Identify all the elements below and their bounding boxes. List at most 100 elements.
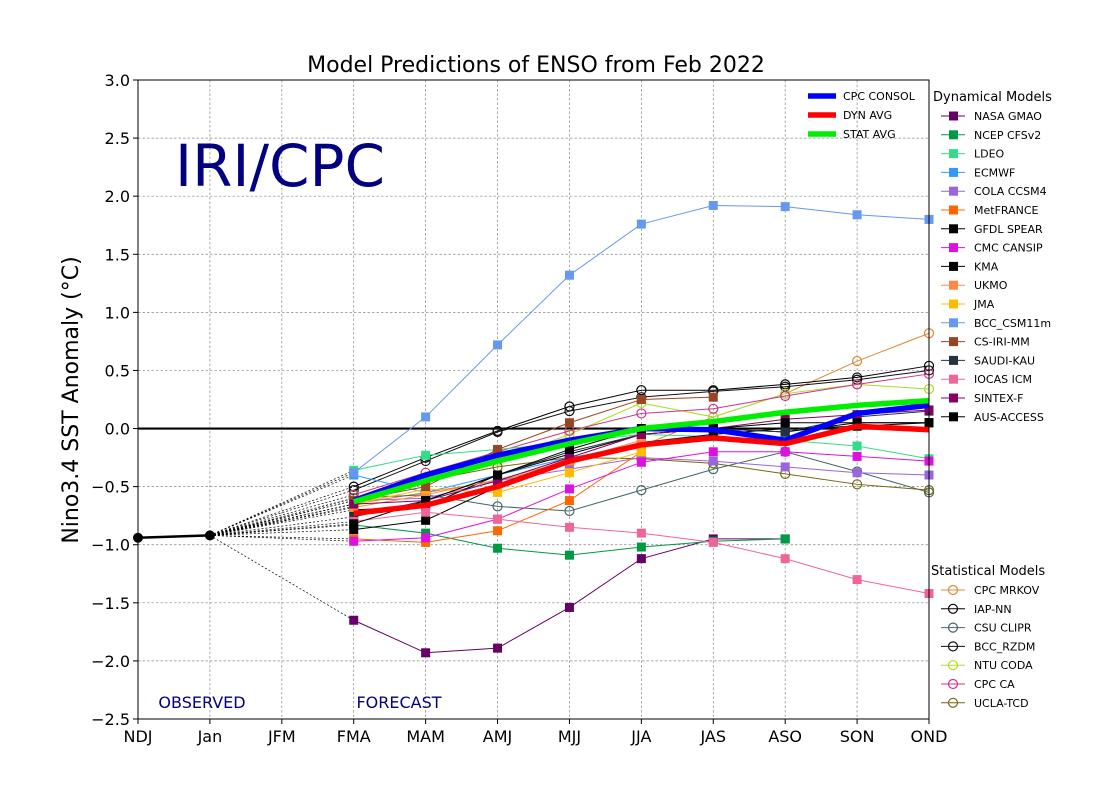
data-point (636, 435, 646, 445)
y-tick-label: −2.5 (91, 710, 130, 729)
data-point (349, 512, 359, 522)
data-point (780, 390, 791, 402)
data-point (492, 426, 503, 438)
series-nasa-gmao (209, 534, 790, 658)
x-tick-label: MAM (406, 727, 445, 746)
data-point (851, 379, 863, 390)
x-tick-label: ASO (768, 727, 802, 746)
legend-label: CPC CA (974, 678, 1015, 691)
data-point (636, 554, 646, 564)
dyn-legend-item-ecmwf: ECMWF (941, 166, 1015, 179)
data-point (636, 429, 646, 439)
observed-label: OBSERVED (158, 693, 245, 712)
data-point (493, 514, 503, 524)
legend-swatch-marker (949, 412, 958, 422)
legend-label: SAUDI-KAU (974, 354, 1035, 367)
data-point (636, 395, 646, 404)
data-point (421, 482, 431, 492)
x-tick-label: JAS (699, 727, 726, 746)
legend-swatch-marker (949, 111, 958, 121)
connector-line (209, 486, 354, 536)
series-bcc-csm11m (209, 200, 934, 536)
y-tick-label: 3.0 (105, 71, 130, 90)
dyn-legend-item-metfrance: MetFRANCE (941, 204, 1039, 217)
y-tick-label: −2.0 (91, 652, 130, 671)
data-point (349, 468, 359, 478)
legend-swatch-marker (947, 622, 959, 633)
connector-line (209, 516, 354, 536)
data-point (636, 219, 646, 229)
legend-label: UCLA-TCD (974, 697, 1029, 710)
data-point (636, 447, 646, 457)
dyn-legend-item-ldeo: LDEO (941, 148, 1005, 161)
data-point (349, 525, 359, 535)
legend-swatch-marker (949, 393, 958, 403)
legend-label: IAP-NN (974, 603, 1012, 616)
data-point (349, 519, 359, 529)
data-point (852, 418, 862, 428)
series-line (353, 365, 930, 488)
dyn-legend-item-saudi-kau: SAUDI-KAU (941, 354, 1035, 367)
legend-swatch-marker (949, 318, 958, 328)
data-point (636, 528, 646, 538)
legend-label: CS-IRI-MM (974, 336, 1030, 349)
data-point (708, 429, 718, 439)
legend-label: UKMO (974, 279, 1008, 292)
legend-swatch-marker (947, 603, 959, 614)
data-point (564, 550, 574, 560)
stat-legend-item-cpc-mrkov: CPC MRKOV (941, 584, 1040, 597)
connector-line (209, 489, 354, 536)
dyn-legend-item-kma: KMA (941, 260, 999, 273)
data-point (493, 470, 503, 480)
legend-swatch-marker (947, 697, 959, 708)
y-tick-label: 0.0 (105, 420, 130, 439)
data-point (708, 537, 718, 547)
y-tick-label: −0.5 (91, 478, 130, 497)
legend-label: AUS-ACCESS (974, 411, 1044, 424)
x-tick-label: NDJ (123, 727, 152, 746)
data-point (349, 499, 359, 509)
x-tick-label: JJA (630, 727, 651, 746)
data-point (493, 476, 503, 486)
legend-label: DYN AVG (843, 109, 892, 122)
statistical-legend-title: Statistical Models (931, 564, 1045, 579)
axis-ticks: −2.5 −2.0 −1.5 −1.0 −0.5 0.0 0.5 1.0 1.5 2.0 2.5 3.… (91, 71, 947, 746)
data-point (421, 528, 431, 538)
data-point (851, 356, 863, 367)
dyn-legend-item-gfdl-spear: GFDL SPEAR (941, 223, 1043, 236)
data-point (421, 412, 431, 422)
x-tick-label: FMA (337, 727, 371, 746)
y-tick-label: −1.0 (91, 536, 130, 555)
statistical-legend: Statistical Models CPC MRKOV IAP-NN CSU CL… (931, 564, 1045, 710)
data-point (708, 447, 718, 457)
data-point (636, 408, 647, 419)
legend-swatch-marker (949, 149, 958, 159)
average-lines (352, 397, 930, 517)
data-point (636, 457, 646, 467)
legend-label: NTU CODA (974, 659, 1033, 672)
legend-label: STAT AVG (843, 128, 896, 141)
data-point (421, 648, 431, 658)
data-point (636, 453, 646, 463)
legend-label: CPC MRKOV (974, 584, 1040, 597)
y-tick-label: 2.0 (105, 187, 130, 206)
legend-label: CSU CLIPR (974, 622, 1032, 635)
y-tick-label: 0.5 (105, 361, 130, 380)
observed-polyline (137, 534, 210, 540)
connector-line (209, 523, 354, 536)
stat-legend-item-iap-nn: IAP-NN (941, 603, 1012, 616)
connector-line (209, 500, 354, 536)
connector-line (209, 507, 354, 536)
data-point (564, 484, 574, 494)
data-point (421, 515, 431, 525)
data-point (493, 340, 503, 350)
data-point (852, 451, 862, 461)
data-point (493, 543, 503, 553)
data-point (564, 418, 574, 428)
legend-label: NCEP CFSv2 (974, 129, 1041, 142)
legend-swatch-marker (949, 167, 958, 177)
data-point (564, 505, 575, 517)
legend-swatch-marker (949, 299, 958, 309)
data-point (564, 406, 575, 417)
